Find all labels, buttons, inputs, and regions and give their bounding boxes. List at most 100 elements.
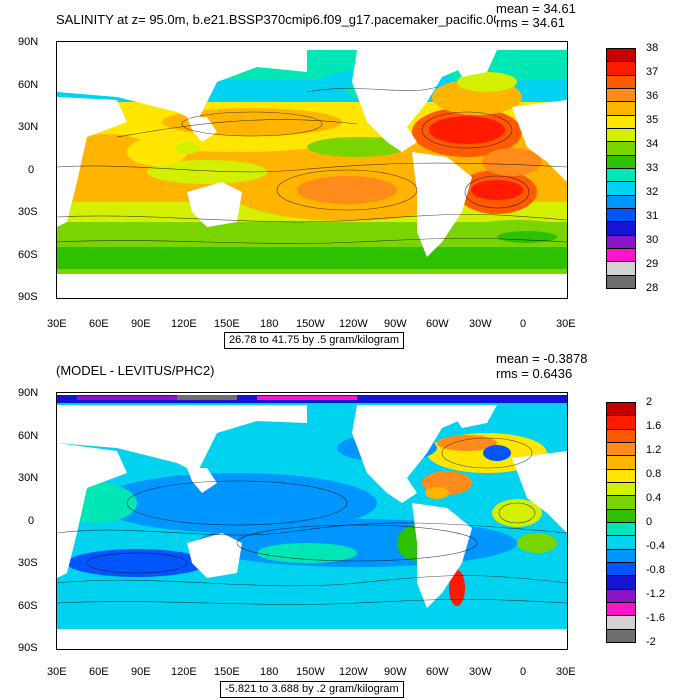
lat-tick: 30N: [18, 121, 39, 133]
lon-tick: 60W: [426, 318, 449, 330]
lon-tick: 120E: [171, 318, 197, 330]
lon-tick: 120W: [339, 318, 368, 330]
lon-tick: 30W: [469, 318, 492, 330]
colorbar-swatch: [606, 114, 636, 129]
colorbar: [606, 48, 636, 289]
colorbar-swatch: [606, 74, 636, 89]
lat-tick: 60N: [18, 430, 39, 442]
colorbar-swatch: [606, 128, 636, 143]
lon-tick: 30W: [469, 666, 492, 678]
lon-tick: 180: [260, 666, 279, 678]
colorbar-swatch: [606, 168, 636, 183]
colorbar-tick-label: 1.6: [646, 420, 662, 432]
colorbar-tick-label: 0: [646, 516, 653, 528]
mean-label: mean = 34.61: [496, 1, 576, 16]
colorbar: [606, 402, 636, 643]
lon-tick: 60E: [89, 666, 109, 678]
salinity-diff-map: [56, 392, 568, 650]
rms-label: rms = 0.6436: [496, 366, 573, 381]
lon-tick: 60W: [426, 666, 449, 678]
lon-tick: 60E: [89, 318, 109, 330]
colorbar-swatch: [606, 575, 636, 590]
colorbar-swatch: [606, 508, 636, 523]
colorbar-tick-label: -1.6: [646, 612, 665, 624]
colorbar-tick-label: -0.4: [646, 540, 665, 552]
lat-tick: 90N: [18, 387, 39, 399]
lon-tick: 150E: [214, 318, 240, 330]
lon-tick: 120W: [339, 666, 368, 678]
lat-tick: 60S: [18, 600, 38, 612]
colorbar-tick-label: -2: [646, 636, 656, 648]
colorbar-tick-label: 29: [646, 258, 659, 270]
colorbar-swatch: [606, 248, 636, 263]
lon-tick: 150W: [296, 318, 325, 330]
colorbar-swatch: [606, 628, 636, 643]
colorbar-swatch: [606, 88, 636, 103]
colorbar-swatch: [606, 181, 636, 196]
lat-tick: 30S: [18, 557, 38, 569]
colorbar-swatch: [606, 141, 636, 156]
colorbar-swatch: [606, 101, 636, 116]
colorbar-swatch: [606, 442, 636, 457]
lat-tick: 0: [28, 515, 35, 527]
lon-tick: 90E: [131, 666, 151, 678]
lat-tick: 60S: [18, 249, 38, 261]
lon-tick: 30E: [556, 318, 576, 330]
colorbar-swatch: [606, 221, 636, 236]
colorbar-swatch: [606, 415, 636, 430]
lon-tick: 150E: [214, 666, 240, 678]
lon-tick: 90E: [131, 318, 151, 330]
lon-tick: 90W: [384, 318, 407, 330]
panel-title: SALINITY at z= 95.0m, b.e21.BSSP370cmip6…: [56, 13, 496, 27]
colorbar-tick-label: 0.4: [646, 492, 662, 504]
colorbar-tick-label: -1.2: [646, 588, 665, 600]
lon-tick: 0: [520, 666, 527, 678]
colorbar-swatch: [606, 548, 636, 563]
colorbar-tick-label: 34: [646, 138, 659, 150]
lat-tick: 90S: [18, 642, 38, 654]
rms-label: rms = 34.61: [496, 15, 566, 30]
colorbar-tick-label: 1.2: [646, 444, 662, 456]
colorbar-swatch: [606, 61, 636, 76]
colorbar-swatch: [606, 562, 636, 577]
colorbar-tick-label: 36: [646, 90, 659, 102]
lat-tick: 90N: [18, 36, 39, 48]
lon-tick: 120E: [171, 666, 197, 678]
mean-label: mean = -0.3878: [496, 351, 588, 366]
colorbar-tick-label: 31: [646, 210, 659, 222]
colorbar-swatch: [606, 428, 636, 443]
colorbar-swatch: [606, 522, 636, 537]
lon-tick: 30E: [47, 666, 67, 678]
panel-title: (MODEL - LEVITUS/PHC2): [56, 363, 215, 378]
colorbar-tick-label: 33: [646, 162, 659, 174]
colorbar-swatch: [606, 495, 636, 510]
colorbar-tick-label: 0.8: [646, 468, 662, 480]
contour-range-box: -5.821 to 3.688 by .2 gram/kilogram: [220, 681, 404, 698]
contour-range-box: 26.78 to 41.75 by .5 gram/kilogram: [224, 332, 404, 349]
colorbar-tick-label: 30: [646, 234, 659, 246]
colorbar-tick-label: 28: [646, 282, 659, 294]
lat-tick: 0: [28, 164, 35, 176]
colorbar-swatch: [606, 535, 636, 550]
colorbar-swatch: [606, 208, 636, 223]
colorbar-swatch: [606, 154, 636, 169]
colorbar-swatch: [606, 48, 636, 63]
colorbar-tick-label: 38: [646, 42, 659, 54]
colorbar-tick-label: 37: [646, 66, 659, 78]
colorbar-swatch: [606, 455, 636, 470]
lat-tick: 30S: [18, 206, 38, 218]
lon-tick: 30E: [556, 666, 576, 678]
colorbar-swatch: [606, 234, 636, 249]
colorbar-swatch: [606, 615, 636, 630]
colorbar-tick-label: 35: [646, 114, 659, 126]
colorbar-swatch: [606, 482, 636, 497]
colorbar-tick-label: -0.8: [646, 564, 665, 576]
colorbar-swatch: [606, 194, 636, 209]
colorbar-tick-label: 2: [646, 396, 653, 408]
lon-tick: 30E: [47, 318, 67, 330]
colorbar-tick-label: 32: [646, 186, 659, 198]
lon-tick: 150W: [296, 666, 325, 678]
lat-tick: 90S: [18, 291, 38, 303]
colorbar-swatch: [606, 274, 636, 289]
salinity-map: [56, 41, 568, 299]
